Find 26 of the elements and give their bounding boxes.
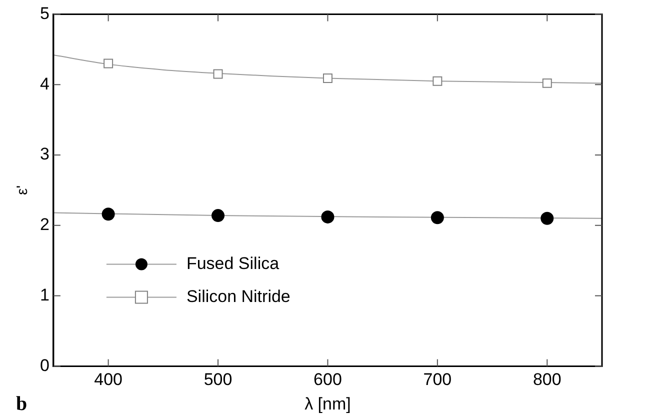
legend-label: Fused Silica: [186, 254, 280, 273]
point: [322, 74, 332, 84]
y-tick-label: 5: [40, 4, 50, 23]
y-tick-label: 3: [40, 144, 50, 164]
point: [542, 78, 552, 88]
point: [213, 69, 223, 79]
point: [540, 212, 554, 225]
x-axis-title: λ [nm]: [304, 394, 351, 414]
y-axis-title: ε': [14, 185, 32, 195]
point: [432, 76, 442, 86]
point: [321, 210, 334, 224]
x-tick-label: 600: [314, 370, 342, 390]
legend-label: Silicon Nitride: [186, 286, 290, 306]
y-tick-label: 2: [40, 215, 50, 234]
x-tick-label: 500: [204, 370, 232, 390]
point: [430, 211, 444, 224]
x-tick-label: 400: [94, 370, 122, 390]
y-tick-label: 4: [40, 74, 50, 94]
point: [212, 209, 225, 222]
y-tick-label: 0: [40, 356, 50, 375]
text: b: [16, 393, 28, 415]
y-tick-label: 1: [40, 285, 50, 304]
x-tick-label: 700: [423, 370, 452, 390]
point: [104, 58, 114, 68]
x-tick-label: 800: [532, 370, 562, 390]
point: [102, 208, 115, 221]
